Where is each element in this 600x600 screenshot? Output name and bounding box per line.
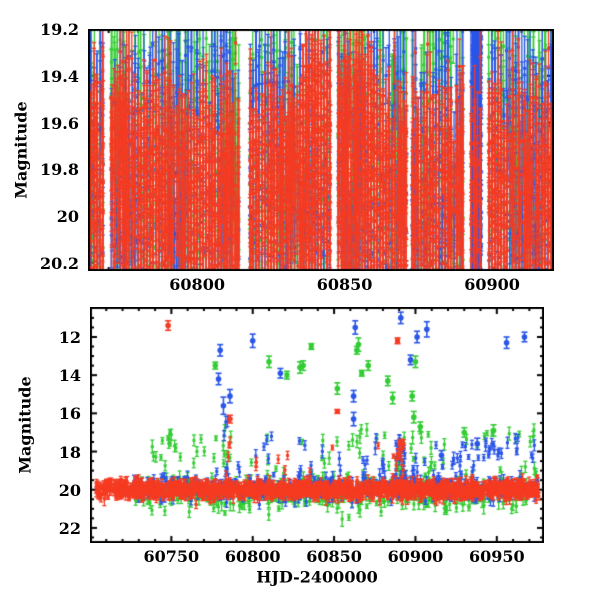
tick-label: 60850 [306,547,362,566]
tick-label: 18 [58,442,81,462]
bottom-panel-plot [90,307,544,543]
tick-label: 60900 [464,275,520,294]
tick-label: 12 [58,327,81,347]
tick-label: 20 [56,207,79,227]
tick-label: 60750 [143,547,200,566]
tick-label: 20 [58,480,81,500]
x-axis-label: HJD-2400000 [256,567,378,587]
tick-label: 20.2 [40,253,79,273]
tick-label: 60800 [224,547,281,566]
tick-label: 60950 [468,547,525,566]
top-panel-plot [88,29,554,271]
tick-label: 19.6 [40,113,79,133]
tick-label: 22 [58,518,81,538]
tick-label: 60850 [316,275,373,294]
tick-label: 19.2 [40,20,79,39]
tick-label: 19.4 [40,66,79,86]
tick-label: 16 [58,404,81,424]
tick-label: 14 [58,366,81,386]
tick-label: 19.8 [40,160,79,180]
tick-label: 60900 [387,547,444,566]
tick-label: 60800 [169,275,225,294]
